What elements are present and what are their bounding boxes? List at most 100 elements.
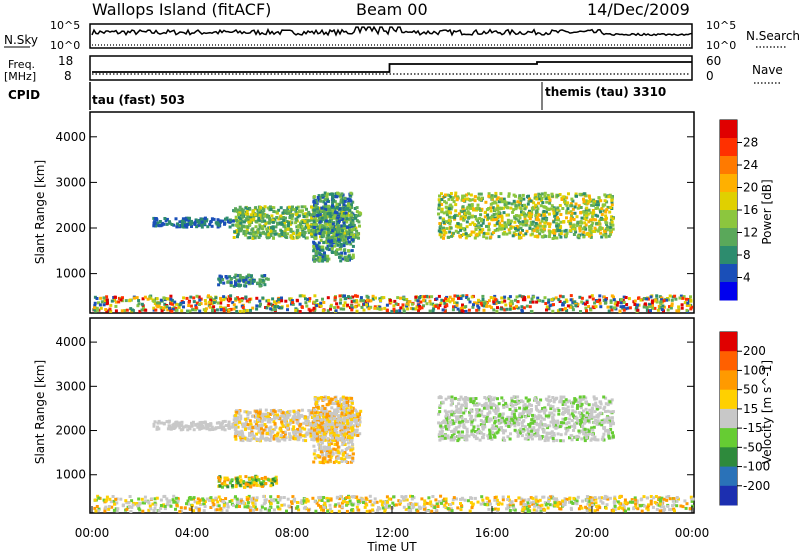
heatmap-cell: [323, 447, 327, 451]
heatmap-cell: [190, 225, 193, 228]
heatmap-cell: [554, 207, 558, 211]
heatmap-cell: [321, 297, 324, 301]
heatmap-cell: [351, 459, 355, 463]
heatmap-cell: [346, 428, 350, 432]
heatmap-cell: [406, 307, 410, 311]
heatmap-cell: [337, 252, 340, 256]
heatmap-cell: [339, 402, 343, 406]
heatmap-cell: [324, 454, 328, 458]
colorbar-segment: [720, 246, 737, 265]
heatmap-cell: [162, 222, 166, 226]
heatmap-cell: [685, 304, 689, 307]
heatmap-cell: [559, 232, 563, 235]
heatmap-cell: [241, 439, 245, 443]
heatmap-cell: [543, 406, 547, 410]
heatmap-cell: [325, 222, 329, 226]
heatmap-cell: [279, 429, 283, 433]
heatmap-cell: [309, 434, 313, 438]
heatmap-cell: [272, 420, 276, 424]
heatmap-cell: [686, 301, 690, 305]
heatmap-cell: [390, 309, 394, 313]
heatmap-cell: [182, 296, 186, 300]
heatmap-cell: [457, 410, 461, 414]
heatmap-cell: [165, 222, 169, 226]
heatmap-cell: [636, 308, 640, 312]
heatmap-cell: [308, 423, 312, 426]
heatmap-cell: [210, 224, 214, 228]
heatmap-cell: [339, 417, 342, 421]
heatmap-cell: [255, 296, 259, 300]
heatmap-cell: [174, 422, 178, 426]
heatmap-cell: [196, 425, 200, 429]
heatmap-cell: [531, 206, 535, 210]
heatmap-cell: [248, 297, 252, 301]
heatmap-cell: [578, 229, 582, 233]
heatmap-cell: [628, 306, 632, 310]
heatmap-cell: [350, 401, 354, 405]
heatmap-cell: [335, 430, 339, 434]
heatmap-cell: [321, 259, 325, 263]
heatmap-cell: [564, 432, 568, 436]
heatmap-cell: [469, 204, 472, 208]
noise-frame: [89, 23, 693, 49]
heatmap-cell: [417, 303, 421, 307]
heatmap-cell: [552, 432, 556, 435]
heatmap-cell: [109, 303, 113, 307]
heatmap-cell: [347, 445, 351, 449]
heatmap-cell: [278, 427, 282, 431]
heatmap-cell: [328, 417, 332, 421]
heatmap-cell: [358, 420, 362, 424]
heatmap-cell: [568, 222, 572, 226]
heatmap-cell: [552, 207, 556, 211]
heatmap-cell: [244, 218, 248, 222]
heatmap-cell: [142, 306, 145, 310]
heatmap-cell: [200, 220, 204, 224]
heatmap-cell: [447, 197, 451, 201]
heatmap-cell: [610, 203, 614, 207]
heatmap-cell: [347, 227, 351, 231]
cpid-mode-1: tau (fast) 503: [92, 93, 185, 107]
heatmap-cell: [245, 210, 249, 213]
heatmap-cell: [330, 226, 334, 230]
heatmap-cell: [246, 218, 250, 222]
heatmap-cell: [239, 221, 243, 225]
heatmap-cell: [327, 426, 331, 430]
heatmap-cell: [518, 235, 522, 239]
heatmap-cell: [552, 433, 556, 437]
heatmap-cell: [336, 243, 340, 247]
heatmap-cell: [657, 304, 661, 308]
heatmap-cell: [670, 302, 674, 306]
heatmap-cell: [315, 299, 319, 302]
heatmap-cell: [584, 214, 588, 217]
heatmap-cell: [578, 226, 582, 230]
heatmap-cell: [296, 205, 300, 209]
heatmap-cell: [341, 231, 345, 235]
heatmap-cell: [525, 221, 529, 225]
heatmap-cell: [547, 395, 551, 399]
heatmap-cell: [519, 231, 523, 235]
heatmap-cell: [536, 226, 540, 230]
heatmap-cell: [146, 297, 150, 301]
heatmap-cell: [536, 207, 540, 211]
heatmap-cell: [504, 303, 508, 307]
heatmap-cell: [93, 304, 97, 308]
heatmap-cell: [554, 214, 558, 218]
heatmap-cell: [264, 408, 268, 412]
heatmap-cell: [280, 306, 284, 310]
heatmap-cell: [325, 195, 329, 199]
heatmap-cell: [349, 242, 353, 246]
heatmap-cell: [510, 396, 514, 400]
heatmap-cell: [342, 409, 346, 413]
heatmap-cell: [622, 300, 626, 304]
heatmap-cell: [272, 409, 276, 413]
heatmap-cell: [176, 222, 179, 226]
heatmap-cell: [175, 225, 179, 229]
heatmap-cell: [180, 420, 184, 424]
heatmap-cell: [238, 273, 242, 277]
heatmap-cell: [234, 432, 238, 436]
heatmap-cell: [516, 200, 520, 204]
heatmap-cell: [338, 294, 342, 298]
heatmap-cell: [219, 423, 223, 427]
heatmap-cell: [611, 410, 615, 414]
heatmap-cell: [354, 408, 357, 412]
